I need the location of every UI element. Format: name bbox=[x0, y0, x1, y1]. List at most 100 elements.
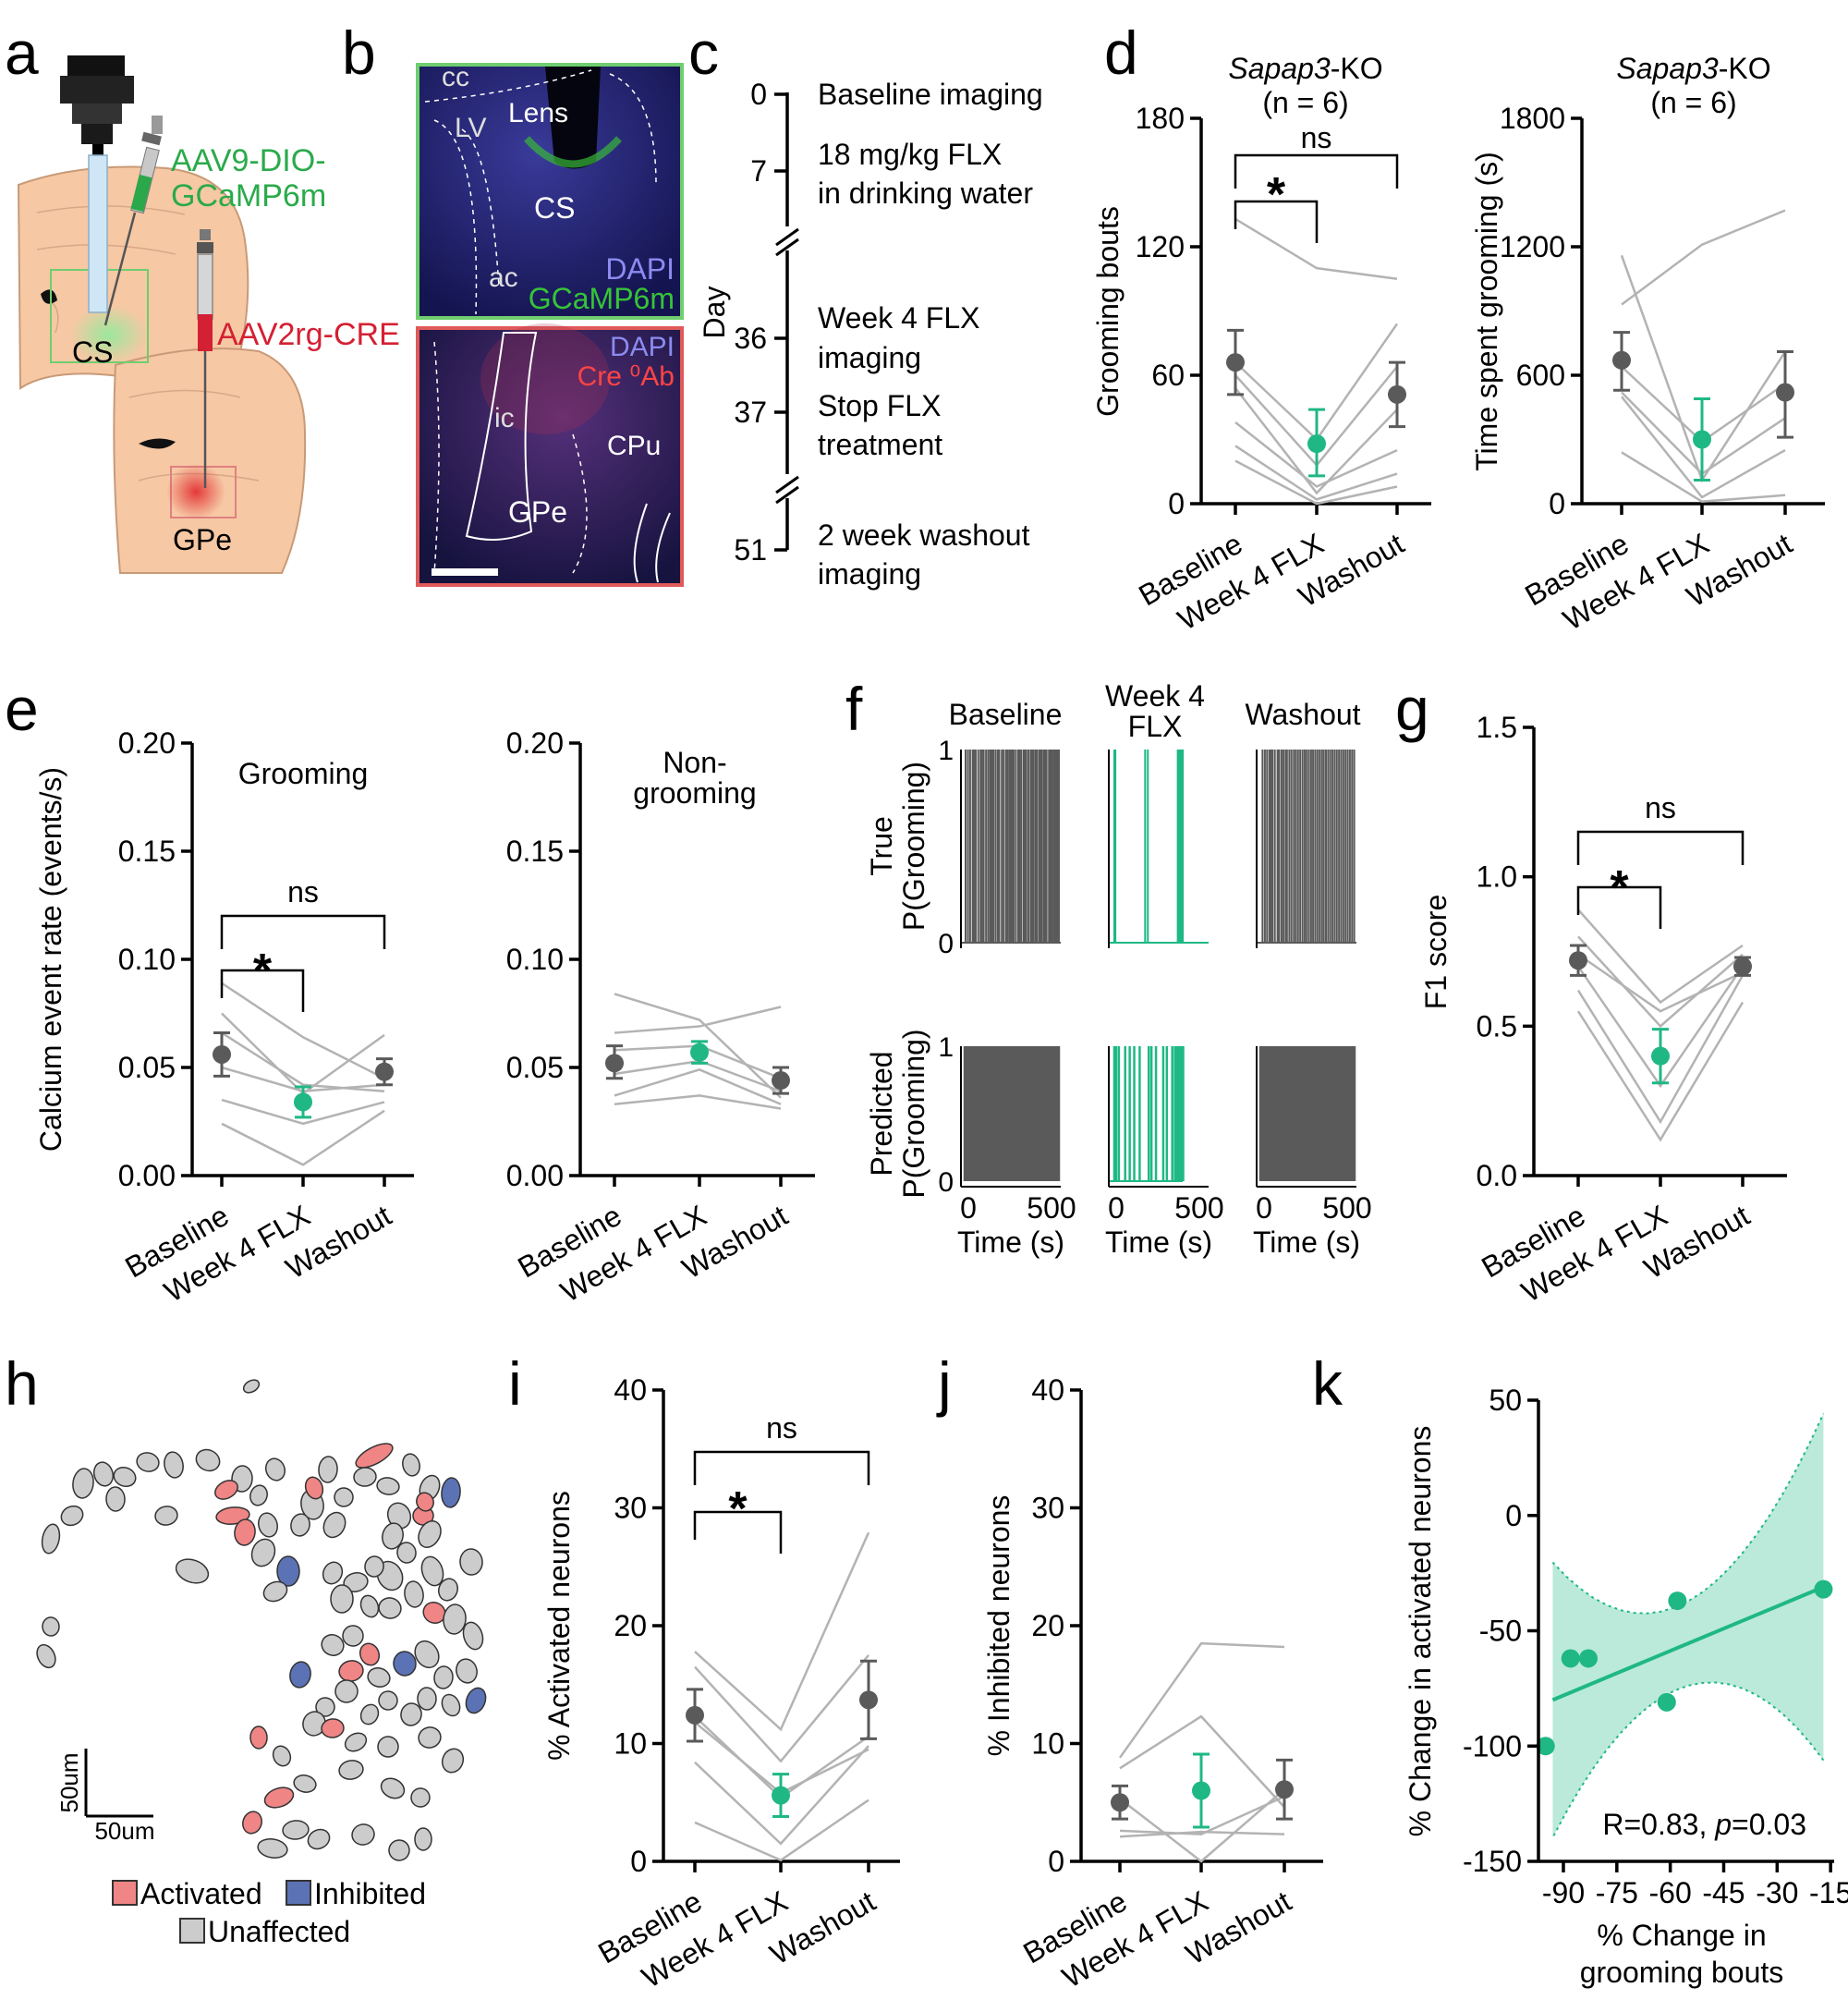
stat-p-value: =0.03 bbox=[1732, 1808, 1806, 1841]
cell-inhibited bbox=[441, 1477, 461, 1508]
mean-point bbox=[375, 1062, 394, 1081]
stat-r: R=0.83, bbox=[1602, 1808, 1715, 1841]
event-3-line1: Stop FLX bbox=[818, 389, 941, 422]
cell-unaffected bbox=[441, 1748, 465, 1774]
mean-point bbox=[294, 1092, 312, 1112]
panel-label-k: k bbox=[1312, 1349, 1343, 1418]
cell-unaffected bbox=[272, 1745, 292, 1767]
subject-line bbox=[221, 1012, 385, 1095]
y-axis-label: Grooming bouts bbox=[1091, 206, 1125, 417]
subject-line bbox=[1234, 459, 1398, 506]
raster-title-flx-line2: FLX bbox=[1128, 710, 1183, 743]
raster-ytick-1: 1 bbox=[938, 1032, 954, 1063]
y-tick-label: 1.5 bbox=[1477, 711, 1517, 744]
mean-point bbox=[1733, 957, 1752, 976]
x-tick-label: -90 bbox=[1542, 1876, 1585, 1909]
cell-unaffected bbox=[396, 1542, 417, 1564]
virus2-label: AAV2rg-CRE bbox=[217, 317, 400, 352]
subject-line bbox=[1234, 445, 1398, 501]
raster-title-baseline: Baseline bbox=[949, 698, 1063, 731]
cell-unaffected bbox=[249, 1484, 268, 1506]
raster-xtick-500: 500 bbox=[1027, 1191, 1076, 1225]
cell-unaffected bbox=[164, 1451, 184, 1479]
star-label: * bbox=[253, 945, 273, 998]
cell-unaffected bbox=[330, 1584, 354, 1614]
cell-unaffected bbox=[441, 1693, 461, 1717]
label-dapi-bottom: DAPI bbox=[610, 332, 675, 362]
cell-unaffected bbox=[92, 1461, 115, 1487]
y-tick-label: 0 bbox=[630, 1845, 647, 1878]
star-bracket bbox=[1234, 200, 1319, 243]
cell-activated bbox=[355, 1443, 394, 1469]
cell-unaffected bbox=[307, 1828, 331, 1850]
event-3-line2: treatment bbox=[818, 428, 942, 461]
cell-unaffected bbox=[315, 1697, 335, 1717]
ns-label: ns bbox=[287, 875, 319, 908]
y-tick-label: 60 bbox=[1151, 359, 1185, 392]
star-bracket bbox=[1576, 885, 1662, 929]
legend-unaffected: Unaffected bbox=[208, 1915, 350, 1948]
cell-unaffected bbox=[378, 1690, 398, 1711]
confidence-lower bbox=[1551, 1681, 1825, 1838]
data-point bbox=[1578, 1649, 1598, 1668]
mean-point bbox=[1307, 434, 1326, 454]
y-tick-label: 0.5 bbox=[1477, 1009, 1517, 1043]
confidence-band bbox=[1552, 1413, 1824, 1838]
subject-line bbox=[694, 1799, 869, 1862]
label-gpe: GPe bbox=[508, 495, 567, 529]
cell-unaffected bbox=[195, 1448, 221, 1472]
raster-ytick-0: 0 bbox=[938, 1167, 954, 1198]
subject-line bbox=[1576, 965, 1745, 1089]
y-tick-label: 40 bbox=[614, 1373, 647, 1407]
subject-line bbox=[1234, 217, 1398, 280]
y-tick-label: 10 bbox=[1031, 1727, 1064, 1761]
cell-unaffected bbox=[262, 1580, 288, 1603]
virus1-label-line1: AAV9-DIO- bbox=[171, 143, 326, 178]
stat-annotation: R=0.83, p=0.03 bbox=[1602, 1808, 1806, 1841]
cell-unaffected bbox=[382, 1522, 404, 1550]
label-cc: cc bbox=[442, 62, 469, 92]
cell-unaffected bbox=[338, 1760, 364, 1780]
y-tick-label: 0.00 bbox=[506, 1159, 564, 1192]
mean-point bbox=[772, 1786, 790, 1805]
cell-unaffected bbox=[456, 1658, 478, 1684]
data-point bbox=[1814, 1579, 1833, 1599]
y-tick-label: 20 bbox=[1031, 1609, 1064, 1642]
event-1-line1: 18 mg/kg FLX bbox=[818, 138, 1002, 171]
subject-line bbox=[221, 1031, 385, 1092]
subject-line bbox=[614, 1068, 782, 1105]
cell-unaffected bbox=[258, 1512, 278, 1538]
label-dapi-top: DAPI bbox=[605, 252, 675, 286]
chart-k-correlation: -150 -100 -50 0 50 -90 -75 -60 -45 -30 -15 % Change… bbox=[1404, 1384, 1848, 1989]
cell-unaffected bbox=[353, 1467, 377, 1487]
y-tick-label: 0.15 bbox=[506, 835, 564, 868]
cell-activated bbox=[214, 1480, 238, 1500]
subject-line bbox=[1119, 1830, 1285, 1838]
subject-line bbox=[614, 993, 782, 1099]
mean-point bbox=[1651, 1046, 1670, 1066]
raster-xlabel: Time (s) bbox=[1105, 1225, 1212, 1259]
cell-activated bbox=[304, 1476, 324, 1500]
subject-line bbox=[614, 1006, 782, 1034]
mean-point bbox=[772, 1071, 790, 1091]
y-tick-label: 50 bbox=[1489, 1384, 1522, 1417]
raster-ytick-1: 1 bbox=[938, 736, 954, 766]
mean-point bbox=[1388, 384, 1406, 404]
y-tick-label: 1.0 bbox=[1477, 860, 1517, 894]
data-point bbox=[1536, 1737, 1555, 1756]
mean-point bbox=[1569, 951, 1587, 970]
raster-xtick-500: 500 bbox=[1174, 1191, 1223, 1225]
legend-swatch-unaffected bbox=[179, 1918, 205, 1944]
title-gene: Sapap3 bbox=[1616, 52, 1719, 85]
subject-line bbox=[1577, 908, 1744, 1005]
panel-label-c: c bbox=[688, 18, 719, 87]
stat-p-symbol: p bbox=[1714, 1808, 1732, 1841]
cell-unaffected bbox=[351, 1823, 375, 1846]
ns-bracket bbox=[220, 914, 386, 949]
mean-point bbox=[1275, 1780, 1294, 1799]
y-axis-label: F1 score bbox=[1419, 895, 1453, 1009]
cell-unaffected bbox=[359, 1594, 380, 1618]
subject-line bbox=[694, 1654, 869, 1763]
y-axis-label: % Change in activated neurons bbox=[1404, 1426, 1437, 1837]
